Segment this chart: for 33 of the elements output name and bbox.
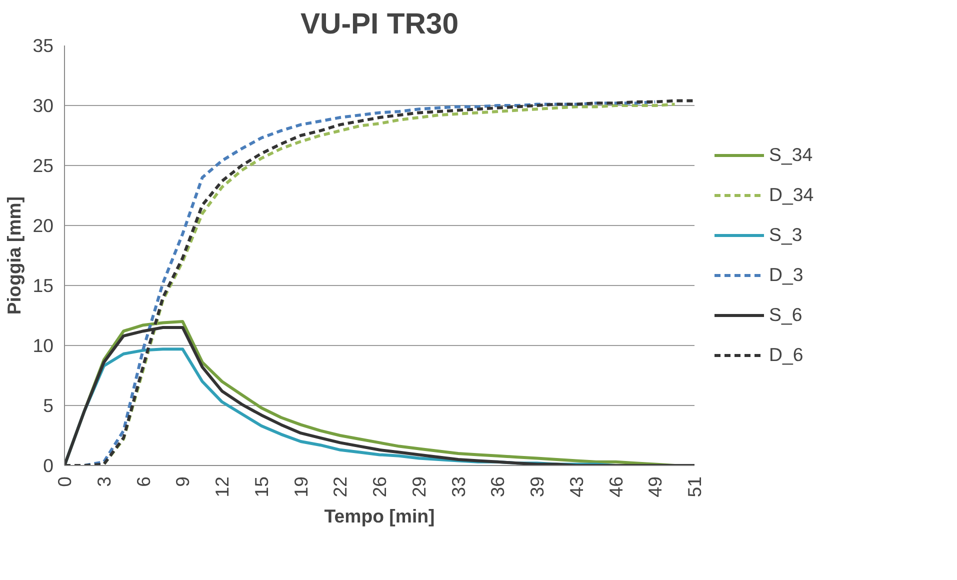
x-tick-label: 3 (93, 476, 114, 487)
y-tick-label: 35 (32, 35, 54, 56)
legend-label: D_34 (769, 184, 814, 206)
x-tick-label: 15 (250, 476, 272, 498)
x-tick-label: 12 (212, 476, 232, 498)
y-tick-label: 15 (32, 275, 54, 296)
x-tick-label: 29 (408, 476, 430, 498)
x-tick-label: 19 (290, 476, 312, 498)
x-axis-title: Tempo [min] (324, 505, 435, 526)
x-tick-label: 0 (54, 476, 75, 487)
x-tick-label: 49 (644, 476, 666, 498)
legend-label: D_3 (769, 264, 804, 286)
y-axis-title: Pioggia [mm] (4, 196, 25, 315)
x-tick-label: 36 (487, 476, 508, 498)
x-tick-label: 22 (330, 476, 351, 498)
y-tick-label: 20 (32, 215, 54, 236)
legend-label: S_34 (769, 144, 813, 166)
x-tick-label: 51 (684, 476, 705, 498)
y-tick-label: 5 (43, 395, 54, 416)
x-tick-label: 26 (369, 476, 390, 498)
legend-label: D_6 (769, 344, 804, 366)
x-tick-label: 6 (132, 476, 154, 487)
y-tick-label: 10 (32, 335, 54, 356)
x-tick-label: 46 (605, 476, 626, 498)
y-tick-label: 30 (32, 95, 54, 116)
x-tick-label: 9 (172, 476, 194, 487)
y-tick-label: 25 (32, 155, 54, 176)
legend-label: S_6 (769, 304, 802, 326)
legend-label: S_3 (769, 224, 802, 246)
x-tick-label: 43 (566, 476, 587, 498)
x-tick-label: 39 (526, 476, 548, 498)
x-tick-label: 33 (448, 476, 469, 498)
chart-title: VU-PI TR30 (300, 8, 459, 40)
